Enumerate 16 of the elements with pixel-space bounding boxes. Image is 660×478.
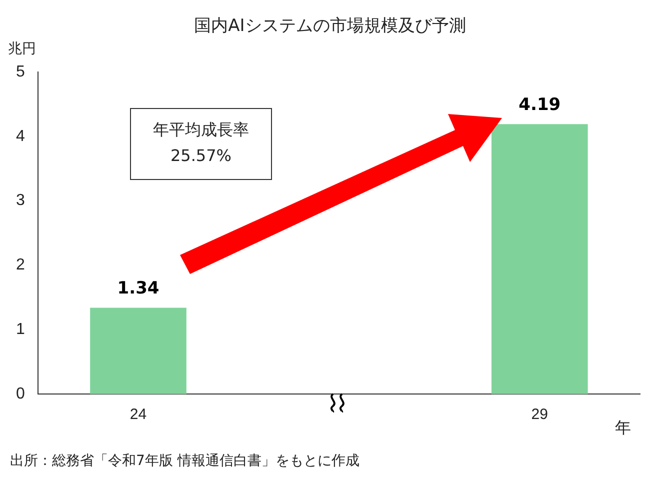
annotation: 年平均成長率 <box>152 119 250 141</box>
y-tick-label: 3 <box>16 192 25 210</box>
x-tick-label: 29 <box>531 406 548 424</box>
text: 出所：総務省「令和7年版 情報通信白書」をもとに作成 <box>10 452 360 470</box>
x-axis-title: 年 <box>615 418 631 439</box>
y-tick-label: 1 <box>16 321 25 338</box>
annotation: 25.57% <box>169 145 232 167</box>
y-tick-label: 4 <box>16 128 25 145</box>
data-label: 4.19 <box>518 95 561 116</box>
chart-title: 国内AIシステムの市場規模及び予測 <box>193 15 467 37</box>
data-label: 1.34 <box>117 278 160 299</box>
y-tick-label: 0 <box>16 385 25 402</box>
y-tick-label: 5 <box>16 63 25 80</box>
x-tick-label: 24 <box>130 406 147 424</box>
y-axis-title: 兆円 <box>8 40 36 58</box>
y-tick-label: 2 <box>16 256 25 274</box>
